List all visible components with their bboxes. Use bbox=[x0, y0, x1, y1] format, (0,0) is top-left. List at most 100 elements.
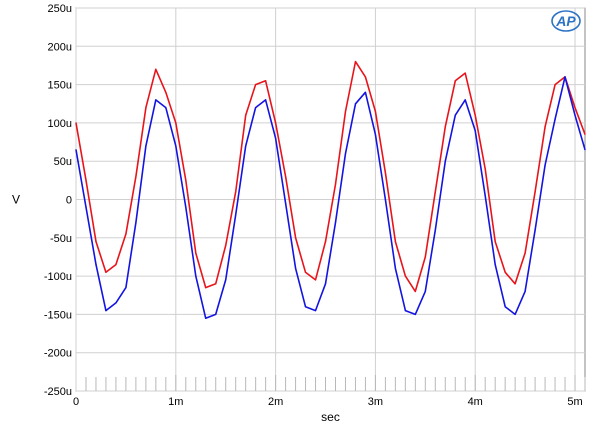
data-point bbox=[574, 114, 576, 116]
data-point bbox=[444, 160, 446, 162]
y-tick-label: -100u bbox=[44, 271, 72, 283]
ap-logo: AP bbox=[551, 10, 581, 32]
data-point bbox=[95, 241, 97, 243]
y-tick-label: 50u bbox=[54, 156, 72, 168]
data-point bbox=[394, 267, 396, 269]
data-point bbox=[524, 290, 526, 292]
y-tick-label: 0 bbox=[66, 195, 72, 207]
data-point bbox=[314, 279, 317, 281]
data-point bbox=[105, 310, 107, 312]
y-axis-label: V bbox=[12, 193, 20, 207]
data-point bbox=[275, 122, 277, 124]
data-point bbox=[364, 76, 366, 78]
data-point bbox=[225, 279, 227, 281]
y-tick-label: 150u bbox=[48, 80, 72, 92]
data-point bbox=[304, 306, 307, 308]
data-point bbox=[344, 110, 347, 112]
data-point bbox=[354, 103, 357, 105]
data-point bbox=[304, 271, 307, 273]
data-point bbox=[404, 275, 406, 277]
series-1 bbox=[75, 60, 586, 293]
y-tick-label: 250u bbox=[48, 3, 72, 15]
data-point bbox=[85, 206, 87, 208]
data-point bbox=[544, 164, 546, 166]
data-point bbox=[295, 237, 297, 239]
data-point bbox=[454, 80, 456, 82]
data-point bbox=[384, 198, 386, 201]
data-point bbox=[414, 290, 416, 292]
x-tick-label: 4m bbox=[468, 396, 483, 408]
data-point bbox=[205, 317, 207, 319]
y-tick-label: -200u bbox=[44, 348, 72, 360]
data-point bbox=[185, 206, 187, 208]
data-point bbox=[85, 179, 87, 181]
data-point bbox=[394, 241, 396, 243]
data-point bbox=[215, 313, 217, 315]
data-point bbox=[454, 114, 456, 116]
data-point bbox=[145, 145, 147, 147]
data-point bbox=[474, 114, 476, 116]
data-point bbox=[195, 275, 197, 277]
data-point bbox=[75, 149, 77, 151]
data-point bbox=[384, 172, 386, 174]
data-point bbox=[554, 118, 556, 120]
data-point bbox=[235, 191, 237, 193]
logo-ring bbox=[551, 10, 581, 32]
data-point bbox=[314, 310, 317, 312]
data-point bbox=[364, 91, 366, 93]
data-point bbox=[514, 283, 516, 285]
data-point bbox=[145, 107, 147, 109]
data-point bbox=[444, 126, 446, 128]
data-point bbox=[484, 168, 486, 170]
data-point bbox=[165, 91, 167, 93]
data-point bbox=[324, 283, 327, 285]
x-tick-label: 1m bbox=[168, 396, 183, 408]
data-point bbox=[534, 191, 536, 193]
data-point bbox=[524, 252, 526, 254]
data-point bbox=[474, 130, 476, 132]
data-point bbox=[275, 137, 277, 139]
grid bbox=[75, 7, 585, 392]
data-point bbox=[514, 313, 516, 315]
series-group bbox=[75, 60, 586, 320]
data-point bbox=[324, 241, 327, 243]
data-point bbox=[574, 107, 576, 109]
data-point bbox=[544, 126, 546, 128]
x-tick-label: 3m bbox=[368, 396, 383, 408]
data-point bbox=[434, 229, 436, 231]
data-point bbox=[285, 175, 287, 178]
data-point bbox=[334, 183, 337, 185]
data-point bbox=[175, 122, 177, 124]
data-point bbox=[115, 264, 117, 266]
data-point bbox=[125, 287, 127, 289]
x-axis-label: sec bbox=[321, 410, 340, 424]
data-point bbox=[534, 229, 536, 231]
y-tick-label: -150u bbox=[44, 309, 72, 321]
data-point bbox=[334, 221, 337, 224]
data-point bbox=[125, 233, 127, 235]
data-point bbox=[434, 191, 436, 193]
data-point bbox=[265, 80, 267, 82]
data-point bbox=[374, 110, 376, 112]
y-tick-label: 200u bbox=[48, 41, 72, 53]
data-point bbox=[95, 264, 97, 266]
series-2 bbox=[75, 76, 586, 320]
data-point bbox=[175, 145, 177, 147]
data-point bbox=[504, 306, 506, 308]
data-point bbox=[464, 72, 466, 74]
data-point bbox=[464, 99, 466, 101]
x-tick-label: 2m bbox=[268, 396, 283, 408]
data-point bbox=[75, 122, 77, 124]
y-tick-labels: 250u 200u 150u 100u 50u 0 -50u -100u -150u -200u -… bbox=[44, 3, 72, 398]
data-point bbox=[584, 133, 586, 135]
x-tick-label: 0 bbox=[73, 396, 79, 408]
data-point bbox=[374, 133, 376, 135]
data-point bbox=[155, 99, 157, 101]
y-tick-label: -50u bbox=[50, 233, 72, 245]
x-tick-labels: 0 1m 2m 3m 4m 5m bbox=[73, 396, 583, 408]
data-point bbox=[255, 84, 257, 86]
data-point bbox=[185, 179, 187, 181]
data-point bbox=[135, 221, 137, 224]
data-point bbox=[494, 241, 496, 243]
